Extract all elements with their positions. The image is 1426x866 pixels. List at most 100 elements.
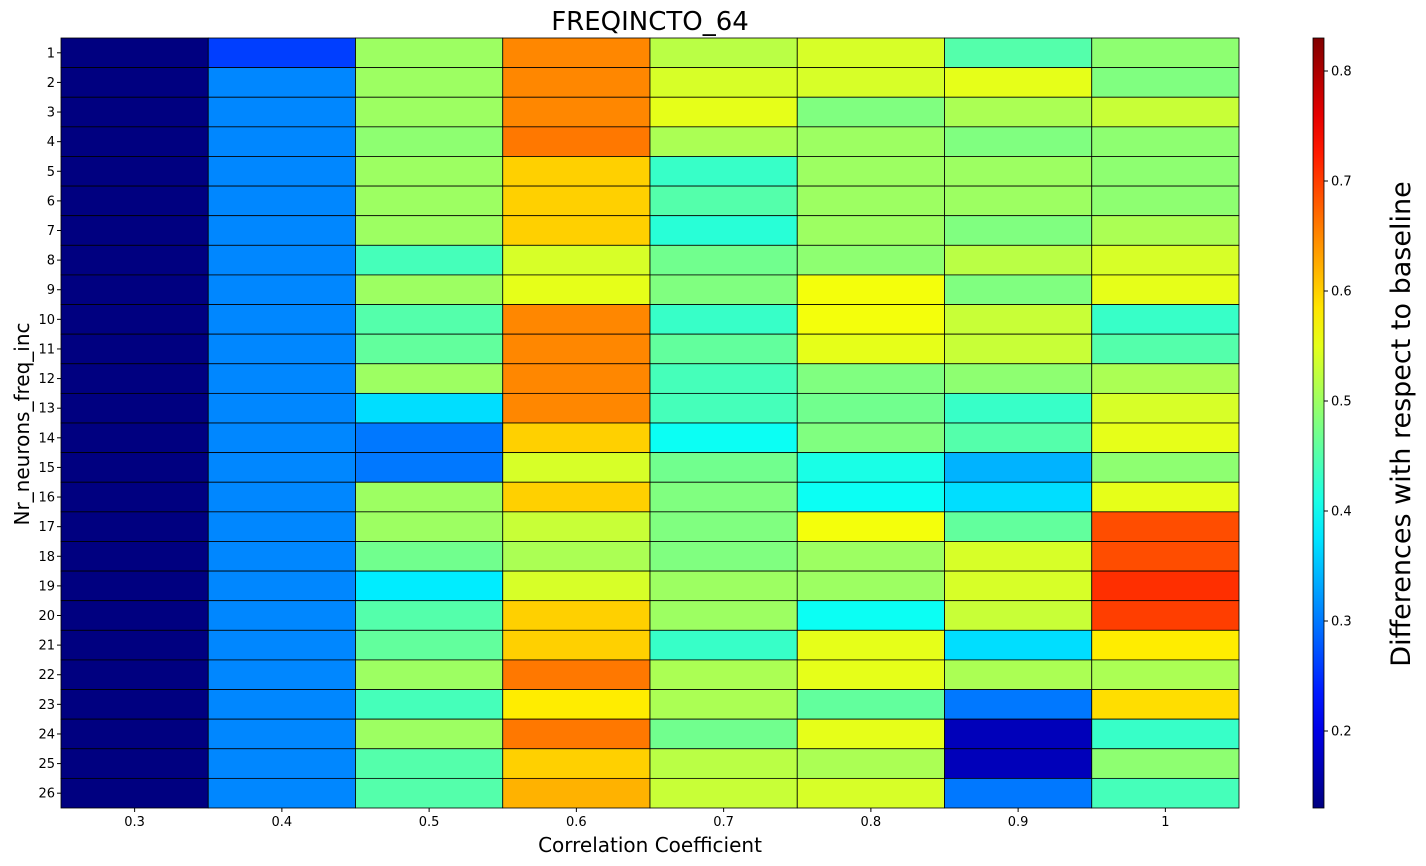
colorbar-tick-label: 0.8 [1331, 65, 1352, 80]
heatmap-cell [502, 126, 651, 157]
heatmap-cell [355, 570, 504, 602]
x-tick-label: 0.4 [272, 815, 293, 830]
heatmap-cell [355, 748, 504, 779]
heatmap-cell [944, 570, 1093, 602]
y-tick-label: 19 [38, 579, 55, 594]
heatmap-cell [355, 629, 504, 661]
x-tick-label: 0.3 [124, 815, 145, 830]
heatmap-cells [60, 37, 1240, 809]
heatmap-cell [1091, 333, 1240, 365]
heatmap-cell [1091, 244, 1240, 276]
heatmap-cell [355, 392, 504, 424]
heatmap-cell [502, 244, 651, 276]
heatmap-cell [502, 274, 651, 305]
heatmap-cell [649, 215, 798, 246]
heatmap-cell [649, 363, 798, 394]
heatmap-cell [1091, 37, 1240, 69]
x-tick-label: 0.8 [861, 815, 882, 830]
heatmap-cell [649, 600, 798, 631]
heatmap-cell [355, 304, 504, 335]
heatmap-cell [207, 570, 356, 602]
heatmap-cell [649, 659, 798, 690]
heatmap-cell [355, 96, 504, 128]
heatmap-cell [355, 156, 504, 187]
heatmap-cell [944, 392, 1093, 424]
y-tick-label: 2 [47, 76, 55, 91]
heatmap-cell [60, 274, 209, 305]
heatmap-cell [944, 274, 1093, 305]
heatmap-cell [796, 96, 945, 128]
heatmap-cell [502, 541, 651, 572]
heatmap-cell [1091, 215, 1240, 246]
heatmap-cell [60, 67, 209, 98]
heatmap-cell [649, 481, 798, 513]
heatmap-cell [355, 511, 504, 542]
heatmap-cell [207, 481, 356, 513]
heatmap-cell [796, 185, 945, 217]
heatmap-cell [1091, 689, 1240, 720]
heatmap-cell [207, 659, 356, 690]
colorbar-label: Differences with respect to baseline [1386, 181, 1417, 666]
heatmap-cell [60, 777, 209, 809]
heatmap-cell [207, 777, 356, 809]
heatmap-cell [1091, 452, 1240, 483]
heatmap-cell [796, 748, 945, 779]
heatmap-cell [796, 37, 945, 69]
heatmap-cell [944, 452, 1093, 483]
heatmap-cell [355, 777, 504, 809]
colorbar-tick-label: 0.4 [1331, 505, 1352, 520]
heatmap-cell [796, 363, 945, 394]
y-tick-label: 11 [38, 342, 55, 357]
y-tick-label: 21 [38, 639, 55, 654]
heatmap-cell [207, 363, 356, 394]
heatmap-cell [502, 600, 651, 631]
heatmap-cell [502, 570, 651, 602]
heatmap-cell [796, 659, 945, 690]
heatmap-cell [649, 748, 798, 779]
heatmap-cell [355, 215, 504, 246]
heatmap-cell [1091, 96, 1240, 128]
heatmap-cell [796, 777, 945, 809]
heatmap-cell [649, 333, 798, 365]
y-tick-label: 15 [38, 461, 55, 476]
heatmap-cell [944, 659, 1093, 690]
heatmap-cell [649, 96, 798, 128]
heatmap-cell [1091, 511, 1240, 542]
heatmap-cell [796, 570, 945, 602]
heatmap-cell [207, 333, 356, 365]
heatmap-cell [207, 629, 356, 661]
heatmap-cell [60, 689, 209, 720]
heatmap-cell [207, 600, 356, 631]
heatmap-cell [60, 659, 209, 690]
y-tick-label: 12 [38, 372, 55, 387]
x-tick-label: 0.9 [1008, 815, 1029, 830]
heatmap-cell [796, 244, 945, 276]
heatmap-cell [60, 156, 209, 187]
heatmap-cell [1091, 392, 1240, 424]
heatmap-cell [355, 481, 504, 513]
heatmap-cell [60, 748, 209, 779]
y-tick-label: 4 [47, 135, 55, 150]
heatmap-cell [60, 96, 209, 128]
heatmap-cell [502, 215, 651, 246]
heatmap-cell [60, 333, 209, 365]
heatmap-cell [796, 481, 945, 513]
heatmap-cell [649, 452, 798, 483]
colorbar-tick-label: 0.3 [1331, 615, 1352, 630]
heatmap-cell [355, 333, 504, 365]
heatmap-cell [60, 511, 209, 542]
heatmap-cell [649, 126, 798, 157]
y-tick-label: 25 [38, 757, 55, 772]
y-tick-label: 26 [38, 787, 55, 802]
heatmap-cell [502, 392, 651, 424]
heatmap-cell [207, 511, 356, 542]
heatmap-cell [1091, 363, 1240, 394]
heatmap-cell [1091, 600, 1240, 631]
heatmap-cell [60, 452, 209, 483]
heatmap-cell [944, 600, 1093, 631]
heatmap-cell [355, 244, 504, 276]
y-tick-label: 23 [38, 698, 55, 713]
heatmap-cell [355, 452, 504, 483]
heatmap-cell [1091, 541, 1240, 572]
heatmap-cell [944, 96, 1093, 128]
